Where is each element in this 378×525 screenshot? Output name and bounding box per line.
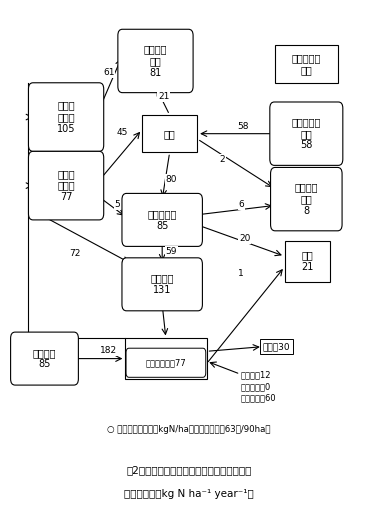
Text: 脱窒　30: 脱窒 30 [263,342,290,351]
FancyBboxPatch shape [122,193,202,246]
Text: 畜産廃棄物
85: 畜産廃棄物 85 [147,209,177,230]
Text: 2: 2 [220,155,225,164]
Text: 21: 21 [158,92,169,101]
Text: 72: 72 [70,249,81,258]
FancyBboxPatch shape [11,332,78,385]
Text: 5: 5 [115,200,120,209]
Text: 80: 80 [165,175,177,184]
FancyBboxPatch shape [118,29,193,92]
FancyBboxPatch shape [28,83,104,151]
Text: 6: 6 [238,200,244,209]
Text: 1: 1 [238,269,244,278]
Text: 畜産産物
出荷
81: 畜産産物 出荷 81 [144,44,167,78]
Bar [285,241,330,282]
Bar [142,115,197,152]
Text: 59: 59 [165,247,177,256]
Text: 家畜: 家畜 [164,129,175,139]
Text: 182: 182 [101,346,118,355]
Text: ○ 家畜密度＝１２　kgN/ha　（成牛換算　63頭/90ha）: ○ 家畜密度＝１２ kgN/ha （成牛換算 63頭/90ha） [107,425,271,434]
Text: 農地: 農地 [160,354,172,364]
Text: 45: 45 [116,128,128,137]
Text: 農作物
副産物
77: 農作物 副産物 77 [57,169,75,202]
Text: 各フローの
小計: 各フローの 小計 [292,53,321,75]
FancyBboxPatch shape [271,167,342,231]
FancyBboxPatch shape [126,348,206,377]
Text: 農地投入
131: 農地投入 131 [150,274,174,295]
Text: 化学肥料
85: 化学肥料 85 [33,348,56,370]
FancyBboxPatch shape [270,102,343,165]
Text: 域外からの
飼料
58: 域外からの 飼料 58 [292,117,321,150]
Text: 廃棄
21: 廃棄 21 [301,250,314,272]
Text: 窒素フロー（kg N ha⁻¹ year⁻¹）: 窒素フロー（kg N ha⁻¹ year⁻¹） [124,489,254,499]
Text: 蓄積・溶脱　77: 蓄積・溶脱 77 [146,358,186,367]
Text: 20: 20 [239,234,251,243]
Text: 58: 58 [237,122,249,131]
Bar [125,338,206,379]
Text: 農作物
主産物
105: 農作物 主産物 105 [57,100,75,134]
Text: 灌漑水　　0: 灌漑水 0 [240,382,271,391]
Bar [275,45,338,83]
Text: 図2．　畑作農家２戸＋酪農家１戸モデルの: 図2． 畑作農家２戸＋酪農家１戸モデルの [126,465,252,475]
Text: 61: 61 [103,68,115,77]
Text: 窒素固定　60: 窒素固定 60 [240,394,276,403]
FancyBboxPatch shape [122,258,202,311]
FancyBboxPatch shape [28,151,104,220]
Text: 呼吸等の
損失
8: 呼吸等の 損失 8 [294,183,318,216]
Text: 雨　　　12: 雨 12 [240,371,271,380]
